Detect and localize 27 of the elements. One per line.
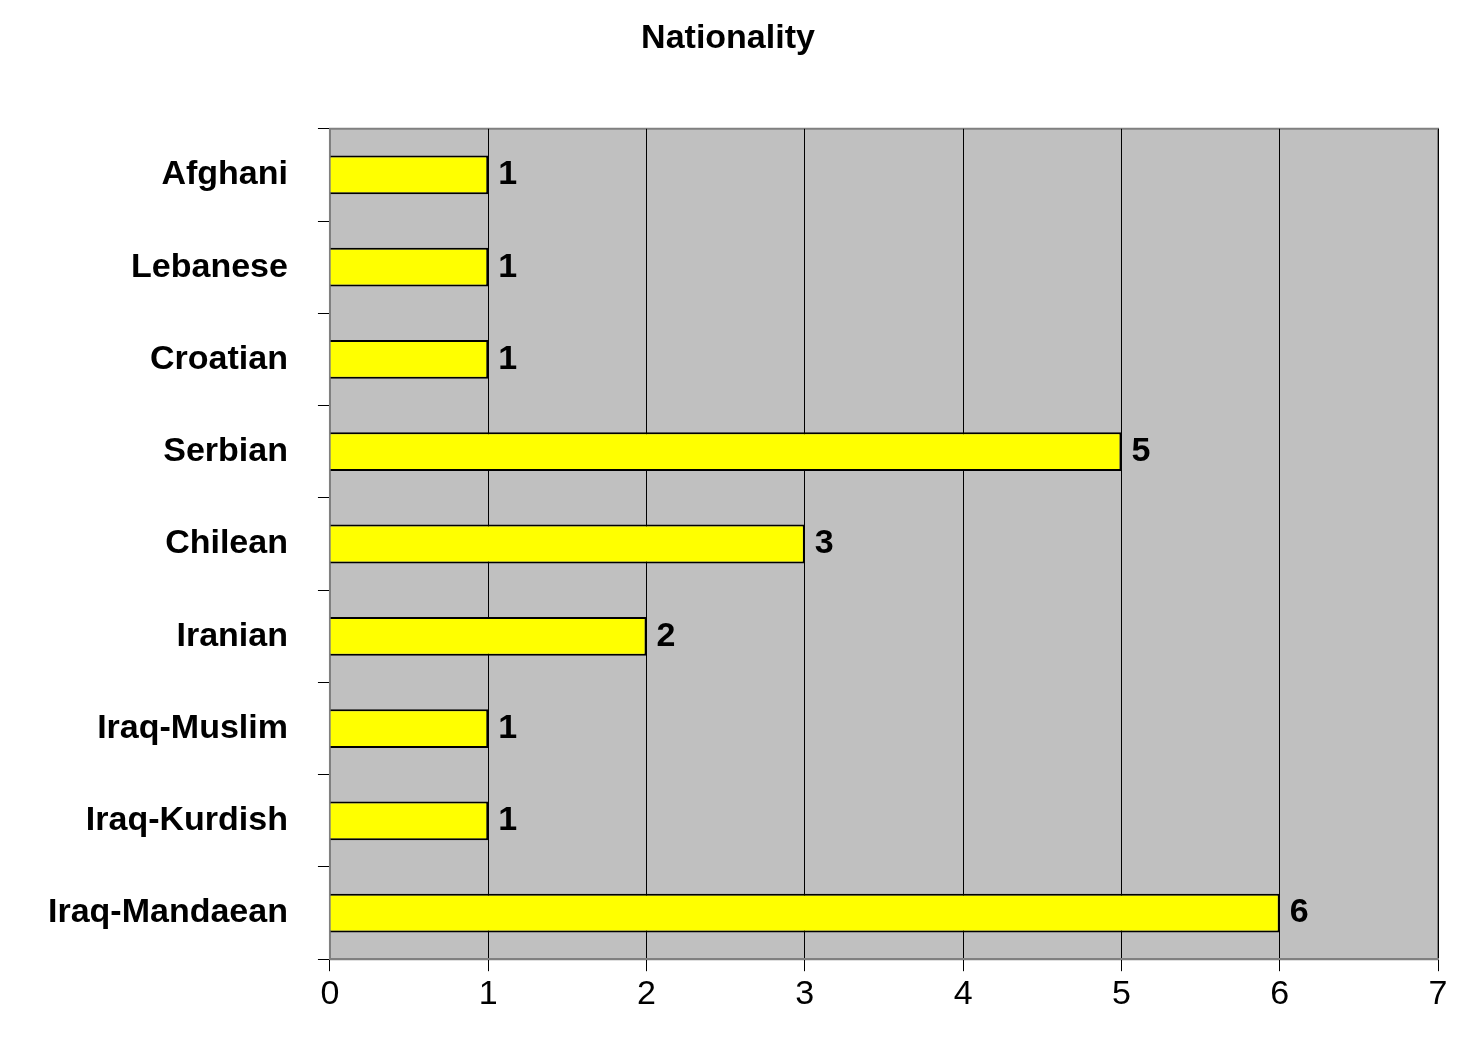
y-tick-label: Iraq-Mandaean [47,891,288,930]
x-tick-label: 0 [320,972,340,1011]
data-label: 1 [498,153,518,192]
y-tick-label: Serbian [163,430,288,469]
data-label: 1 [498,799,518,838]
data-label: 1 [498,245,518,284]
data-label: 5 [1131,430,1151,469]
x-tick-label: 7 [1428,972,1448,1011]
x-tick-label: 4 [953,972,973,1011]
chart-title: Nationality [641,16,815,55]
data-label: 6 [1289,891,1309,930]
y-tick-label: Iraq-Kurdish [85,799,288,838]
data-label: 3 [814,522,834,561]
data-label: 1 [498,337,518,376]
x-tick-label: 1 [478,972,498,1011]
y-tick-label: Iranian [176,614,288,653]
y-tick-label: Iraq-Muslim [97,706,288,745]
data-label: 1 [498,706,518,745]
y-tick-label: Afghani [161,153,288,192]
y-tick-label: Croatian [150,337,288,376]
x-tick-label: 5 [1111,972,1131,1011]
data-label: 2 [656,614,676,653]
y-tick-label: Chilean [165,522,288,561]
y-tick-label: Lebanese [131,245,288,284]
x-tick-label: 3 [795,972,815,1011]
x-tick-label: 6 [1270,972,1290,1011]
x-tick-label: 2 [637,972,656,1011]
